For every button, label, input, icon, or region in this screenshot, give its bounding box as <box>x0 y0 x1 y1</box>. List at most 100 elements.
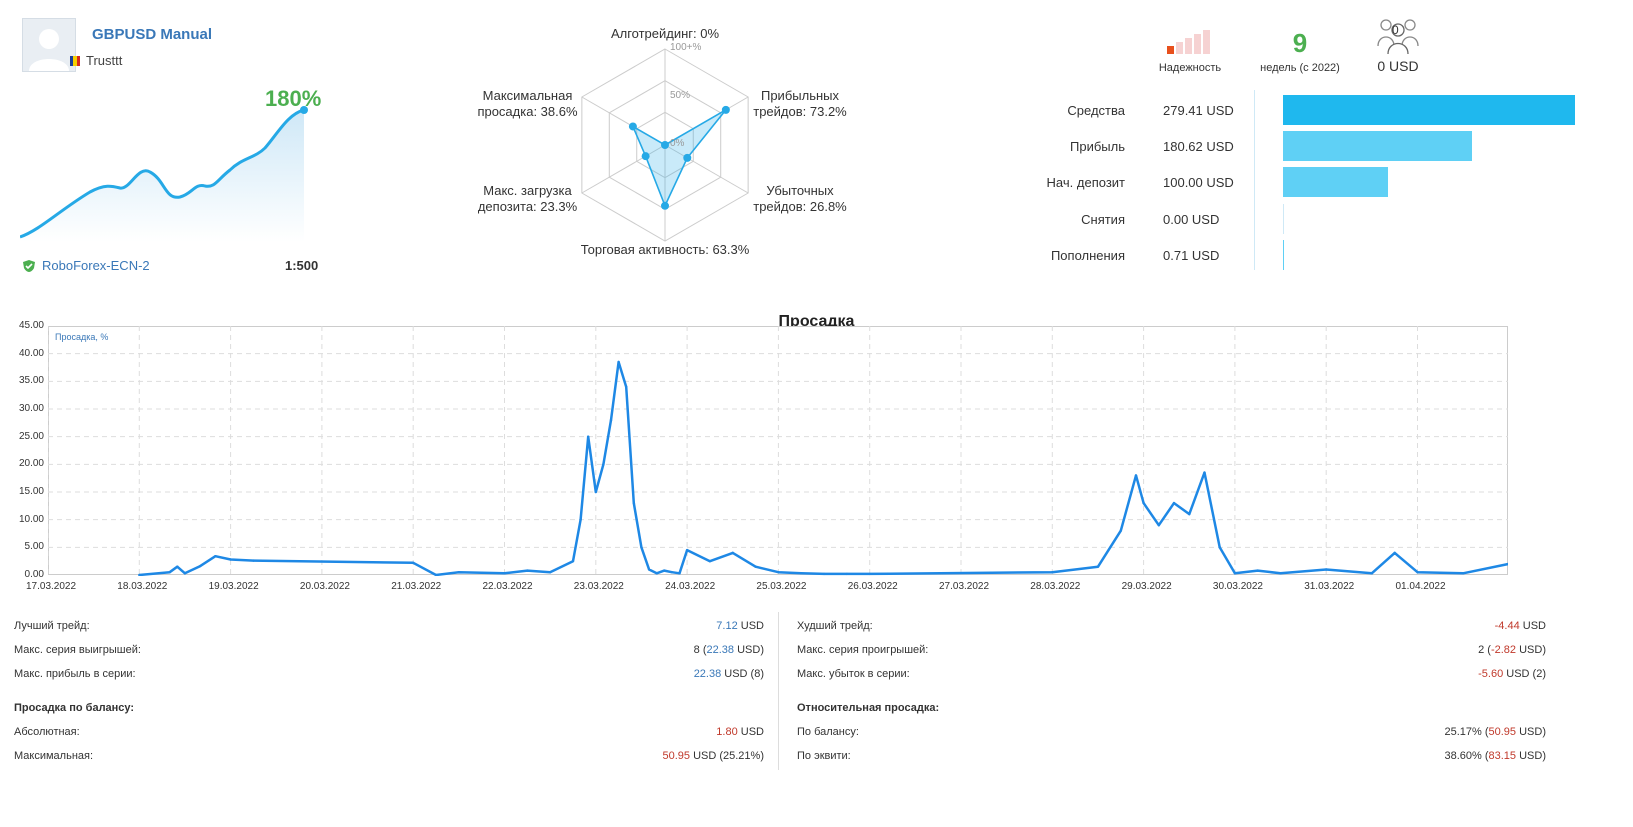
signal-name[interactable]: GBPUSD Manual <box>92 26 213 43</box>
drawdown-point <box>685 548 689 552</box>
bar-value: 279.41 USD <box>1163 102 1234 118</box>
stat-label: Макс. убыток в серии: <box>797 668 910 680</box>
stat-row-max-losses: Макс. серия проигрышей: 2 (-2.82 USD) <box>797 644 1546 656</box>
radar-tick-0: 0% <box>670 138 685 149</box>
drawdown-point <box>586 435 590 438</box>
bar-label: Снятия <box>1081 211 1125 227</box>
y-tick-label: 45.00 <box>18 320 44 331</box>
drawdown-point <box>168 571 171 574</box>
radar-label-load-line1: Макс. загрузка <box>483 183 572 198</box>
stat-row-absolute: Абсолютная: 1.80 USD <box>14 726 764 738</box>
x-tick-label: 29.03.2022 <box>1121 581 1172 592</box>
y-tick-label: 10.00 <box>18 513 44 525</box>
drawdown-point <box>1142 501 1145 505</box>
stat-label: Лучший трейд: <box>14 620 90 632</box>
drawdown-point <box>1393 551 1396 555</box>
radar-label-drawdown-line2: просадка: 38.6% <box>477 104 578 119</box>
x-tick-label: 28.03.2022 <box>1030 581 1081 592</box>
x-tick-label: 24.03.2022 <box>665 581 716 592</box>
drawdown-point <box>1157 524 1161 527</box>
stat-row-by-balance: По балансу: 25.17% (50.95 USD) <box>797 726 1546 738</box>
x-tick-label: 18.03.2022 <box>117 581 168 592</box>
x-tick-label: 30.03.2022 <box>1212 581 1263 592</box>
drawdown-point <box>708 559 712 563</box>
radar-axis <box>581 144 666 194</box>
radar-label-load-line2: депозита: 23.3% <box>477 199 578 214</box>
drawdown-point <box>252 559 255 562</box>
drawdown-point <box>214 554 217 558</box>
drawdown-chart[interactable] <box>48 326 1508 576</box>
drawdown-point <box>640 546 643 549</box>
drawdown-point <box>229 558 232 561</box>
drawdown-point <box>1325 568 1328 571</box>
stat-label: Макс. серия проигрышей: <box>797 644 929 656</box>
reliability[interactable]: Надежность <box>1159 30 1221 74</box>
reliability-label: Надежность <box>1158 62 1222 74</box>
bar-label: Прибыль <box>1070 138 1125 154</box>
radar-label-loss-line2: трейдов: 26.8% <box>753 199 847 214</box>
avatar[interactable] <box>22 18 76 72</box>
x-tick-label: 26.03.2022 <box>847 581 898 592</box>
drawdown-point <box>1096 565 1100 568</box>
stat-label: Худший трейд: <box>797 620 873 632</box>
radar-label-loss: Убыточных трейдов: 26.8% <box>745 183 855 215</box>
bars-axis <box>1254 90 1255 270</box>
stat-label: Макс. серия выигрышей: <box>14 644 141 656</box>
drawdown-point <box>1370 572 1374 575</box>
radar-point-loss <box>683 153 692 162</box>
radar-point-load <box>641 152 650 161</box>
weeks-value: 9 <box>1292 28 1308 58</box>
drawdown-point <box>754 565 757 568</box>
radar-point-algo <box>661 141 669 149</box>
stat-label: Абсолютная: <box>14 726 80 738</box>
stat-value: 7.12 USD <box>716 620 764 632</box>
drawdown-point <box>1188 512 1191 516</box>
stats-left: Лучший трейд: 7.12 USD Макс. серия выигр… <box>14 620 764 780</box>
drawdown-point <box>176 565 179 568</box>
balance-dd-heading: Просадка по балансу: <box>14 702 135 714</box>
drawdown-point <box>777 571 780 574</box>
drawdown-point <box>617 360 620 364</box>
growth-sparkline <box>20 106 308 242</box>
radar-point-drawdown <box>628 122 637 131</box>
broker[interactable]: RoboForex-ECN-2 <box>22 258 150 273</box>
drawdown-point <box>1172 501 1176 505</box>
y-tick-label: 35.00 <box>18 375 44 387</box>
stat-label: По эквити: <box>797 750 851 762</box>
drawdown-point <box>670 571 674 574</box>
weeks: 9 недель (с 2022) <box>1250 28 1350 74</box>
stats-divider <box>778 612 779 770</box>
stat-label: Макс. прибыль в серии: <box>14 668 136 680</box>
x-tick-label: 23.03.2022 <box>573 581 624 592</box>
author-name: Trusttt <box>86 53 123 68</box>
radar-label-drawdown: Максимальная просадка: 38.6% <box>470 88 585 120</box>
drawdown-point <box>845 572 849 576</box>
drawdown-title: Просадка <box>778 313 855 330</box>
drawdown-point <box>434 573 438 576</box>
stat-row-maximal: Максимальная: 50.95 USD (25.21%) <box>14 750 764 762</box>
drawdown-point <box>548 571 552 574</box>
subscribers[interactable]: 0 0 USD <box>1368 16 1428 74</box>
drawdown-point <box>457 571 461 574</box>
drawdown-point <box>632 501 636 505</box>
stat-value: 1.80 USD <box>716 726 764 738</box>
drawdown-point <box>602 463 605 466</box>
radar-tick-50: 50% <box>670 90 691 101</box>
stat-value: -5.60 USD (2) <box>1478 668 1546 680</box>
drawdown-point <box>579 518 582 521</box>
stat-value: 8 (22.38 USD) <box>693 644 764 656</box>
author[interactable]: Trusttt <box>70 53 122 68</box>
radar-axis <box>664 144 749 194</box>
radar-point-profit <box>721 105 730 114</box>
drawdown-point <box>138 573 141 576</box>
bar-value: 180.62 USD <box>1163 138 1234 154</box>
x-tick-label: 27.03.2022 <box>939 581 990 592</box>
drawdown-point <box>571 559 575 563</box>
bar-value: 0.71 USD <box>1163 247 1220 263</box>
bar-label: Пополнения <box>1050 247 1125 263</box>
y-tick-label: 25.00 <box>18 430 44 442</box>
bar-row-deposit: Нач. депозит 100.00 USD <box>955 167 1388 197</box>
drawdown-point <box>1051 571 1054 574</box>
radar-label-activity: Торговая активность: 63.3% <box>580 242 750 257</box>
drawdown-point <box>412 561 415 565</box>
